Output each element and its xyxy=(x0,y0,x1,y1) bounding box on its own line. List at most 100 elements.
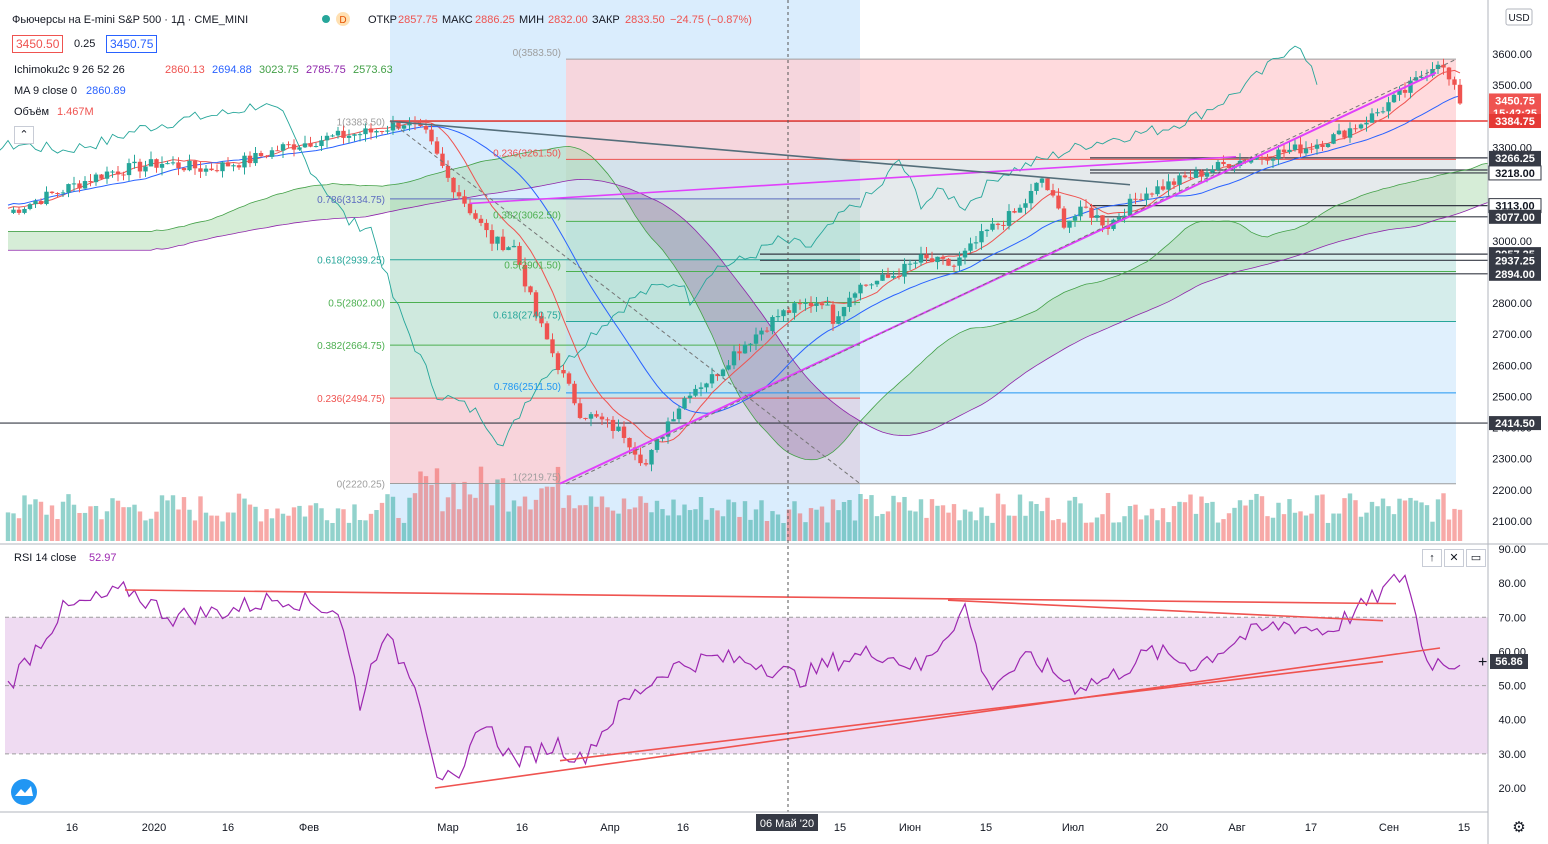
candle-body xyxy=(93,174,99,183)
candle-body xyxy=(434,141,440,154)
volume-bar xyxy=(638,496,643,541)
maximize-pane-button[interactable]: ▭ xyxy=(1466,549,1486,567)
candle-body xyxy=(44,191,49,205)
cloud-segment xyxy=(30,231,36,251)
candle-body xyxy=(121,174,126,176)
volume-bar xyxy=(1314,495,1320,541)
close-pane-button[interactable]: ✕ xyxy=(1444,549,1464,567)
volume-bar xyxy=(88,506,93,541)
volume-bar xyxy=(1254,493,1259,541)
cloud-segment xyxy=(13,231,19,251)
volume-bar xyxy=(418,471,423,541)
candle-body xyxy=(1012,211,1017,213)
time-tick: 16 xyxy=(677,822,689,834)
candle-body xyxy=(1303,148,1309,154)
volume-bar xyxy=(748,519,753,541)
candle-body xyxy=(170,162,176,164)
ichimoku-label: Ichimoku2c 9 26 52 26 xyxy=(14,64,125,76)
cloud-segment xyxy=(970,327,976,411)
fib-right-label: 0.236(3261.50) xyxy=(493,148,561,159)
volume-bar xyxy=(511,500,517,541)
candle-body xyxy=(236,165,242,168)
cloud-segment xyxy=(41,231,47,251)
price-tag-text: 3450.75 xyxy=(1495,95,1535,107)
time-tick: 2020 xyxy=(142,822,166,834)
volume-bar xyxy=(1155,520,1160,541)
volume-bar xyxy=(874,516,880,541)
volume-bar xyxy=(1089,522,1094,541)
candle-body xyxy=(555,353,561,371)
volume-bar xyxy=(16,518,22,541)
ask-button[interactable]: 3450.75 xyxy=(106,35,158,53)
cloud-segment xyxy=(541,149,547,186)
volume-bar xyxy=(643,502,649,541)
volume-bar xyxy=(907,510,913,541)
price-tick: 3500.00 xyxy=(1492,80,1532,92)
volume-bar xyxy=(456,509,462,541)
volume-bar xyxy=(1336,513,1342,541)
volume-bar xyxy=(522,496,528,541)
candle-body xyxy=(1265,158,1270,161)
ichimoku-span-a xyxy=(8,146,1488,461)
candle-body xyxy=(737,351,742,354)
volume-bar xyxy=(1413,500,1419,541)
cloud-segment xyxy=(1443,173,1449,218)
candle-body xyxy=(346,135,352,138)
gear-icon[interactable]: ⚙ xyxy=(1512,819,1525,836)
candle-body xyxy=(709,374,715,384)
rsi-value: 52.97 xyxy=(89,552,117,564)
volume-bar xyxy=(396,517,401,541)
cloud-segment xyxy=(486,159,492,195)
cloud-segment xyxy=(1108,276,1114,328)
rsi-trendline xyxy=(947,599,1384,622)
volume-bar xyxy=(792,501,797,541)
cloud-segment xyxy=(459,166,465,200)
candle-body xyxy=(649,449,654,465)
candle-body xyxy=(517,245,522,265)
move-up-button[interactable]: ↑ xyxy=(1422,549,1442,567)
cloud-segment xyxy=(838,406,844,447)
currency-button[interactable] xyxy=(1505,8,1533,26)
cloud-segment xyxy=(1036,306,1042,366)
volume-bar xyxy=(632,507,638,541)
cloud-segment xyxy=(717,255,723,363)
cloud-segment xyxy=(558,146,564,183)
candle-body xyxy=(220,162,225,172)
cloud-segment xyxy=(228,210,234,235)
cloud-segment xyxy=(189,222,195,244)
volume-bar xyxy=(159,495,165,541)
spread-value: 0.25 xyxy=(74,38,96,50)
cloud-segment xyxy=(19,231,25,251)
volume-bar xyxy=(93,505,99,541)
cloud-segment xyxy=(800,369,806,460)
candle-body xyxy=(786,310,792,313)
volume-bar xyxy=(500,478,506,541)
volume-bar xyxy=(1259,496,1265,541)
cursor-time-tag xyxy=(756,814,818,831)
volume-bar xyxy=(198,496,203,541)
candle-body xyxy=(1204,172,1210,177)
low-value: 2832.00 xyxy=(548,14,588,26)
volume-bar xyxy=(951,504,957,541)
candle-body xyxy=(1375,112,1380,114)
cloud-segment xyxy=(46,231,52,251)
rsi-value-tag xyxy=(1490,654,1528,669)
candle-body xyxy=(891,276,896,278)
crosshair-plus-icon[interactable]: + xyxy=(1478,654,1487,671)
volume-bar xyxy=(1419,502,1424,541)
volume-bar xyxy=(71,504,77,541)
candle-body xyxy=(319,140,324,147)
cloud-segment xyxy=(1460,170,1466,213)
volume-bar xyxy=(984,515,990,541)
volume-bar xyxy=(1204,503,1210,541)
volume-bar xyxy=(225,512,231,541)
candle-body xyxy=(478,218,484,223)
cloud-segment xyxy=(90,231,96,251)
volume-bar xyxy=(1452,508,1457,541)
collapse-legend-button[interactable]: ⌃ xyxy=(14,126,34,144)
candle-body xyxy=(313,146,319,148)
bid-button[interactable]: 3450.50 xyxy=(12,35,64,53)
volume-bar xyxy=(1375,506,1380,541)
cloud-segment xyxy=(239,205,245,233)
